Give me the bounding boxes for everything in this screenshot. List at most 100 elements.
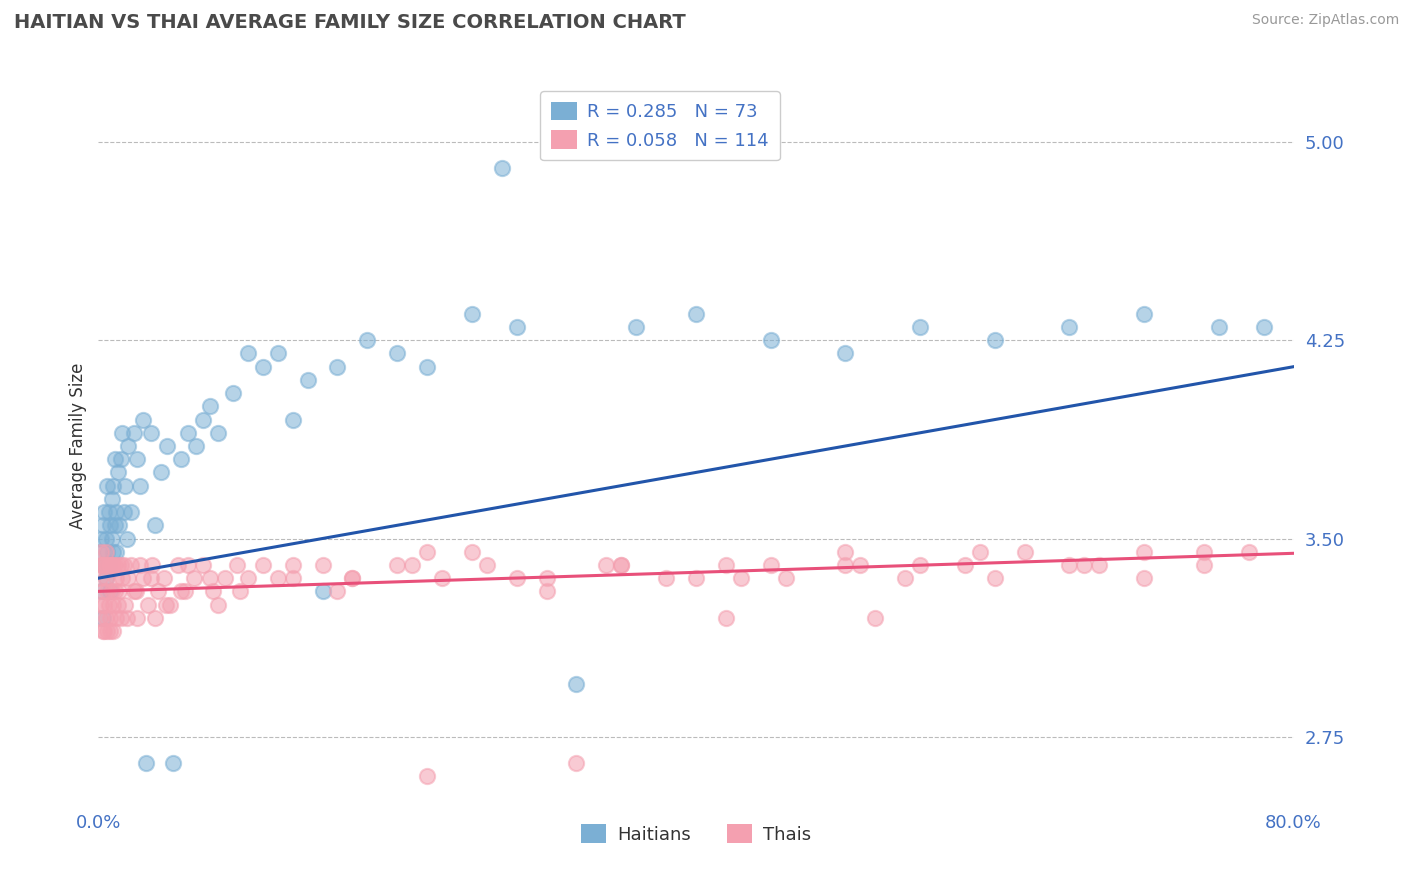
Point xyxy=(107,466,129,480)
Point xyxy=(461,545,484,559)
Point xyxy=(184,439,207,453)
Point xyxy=(148,584,170,599)
Point xyxy=(104,452,127,467)
Point xyxy=(91,518,114,533)
Point xyxy=(93,598,115,612)
Point xyxy=(1088,558,1111,572)
Point xyxy=(416,769,439,783)
Point xyxy=(1133,545,1156,559)
Point xyxy=(506,571,529,585)
Point xyxy=(111,425,134,440)
Point xyxy=(143,611,166,625)
Point xyxy=(105,611,128,625)
Point xyxy=(90,598,112,612)
Point xyxy=(97,598,120,612)
Point xyxy=(984,333,1007,347)
Point xyxy=(252,359,274,374)
Point xyxy=(90,584,112,599)
Point xyxy=(120,505,142,519)
Point xyxy=(105,571,128,585)
Point xyxy=(162,756,184,771)
Point xyxy=(177,558,200,572)
Point xyxy=(132,412,155,426)
Point xyxy=(105,545,128,559)
Point xyxy=(342,571,364,585)
Point xyxy=(139,425,162,440)
Point xyxy=(506,320,529,334)
Point xyxy=(110,452,132,467)
Point xyxy=(775,571,797,585)
Point xyxy=(94,611,117,625)
Point xyxy=(94,571,117,585)
Point xyxy=(174,584,197,599)
Point xyxy=(120,558,142,572)
Point xyxy=(96,624,118,638)
Point xyxy=(430,571,453,585)
Point xyxy=(139,571,162,585)
Point xyxy=(90,532,112,546)
Point xyxy=(155,598,177,612)
Point xyxy=(96,545,118,559)
Legend: Haitians, Thais: Haitians, Thais xyxy=(574,817,818,851)
Point xyxy=(222,386,245,401)
Point xyxy=(953,558,976,572)
Point xyxy=(714,611,737,625)
Point xyxy=(115,532,138,546)
Point xyxy=(281,571,304,585)
Point xyxy=(200,571,222,585)
Point xyxy=(759,333,782,347)
Point xyxy=(125,584,148,599)
Point xyxy=(90,558,112,572)
Point xyxy=(475,558,498,572)
Point xyxy=(101,491,124,506)
Point xyxy=(685,571,707,585)
Point xyxy=(1059,320,1081,334)
Point xyxy=(610,558,633,572)
Point xyxy=(207,425,229,440)
Point xyxy=(93,624,115,638)
Point xyxy=(565,677,588,691)
Point xyxy=(93,558,115,572)
Point xyxy=(104,584,127,599)
Point xyxy=(281,412,304,426)
Point xyxy=(166,558,188,572)
Point xyxy=(834,558,856,572)
Point xyxy=(91,611,114,625)
Point xyxy=(281,558,304,572)
Point xyxy=(129,558,152,572)
Point xyxy=(110,611,132,625)
Point xyxy=(169,584,191,599)
Point xyxy=(356,333,378,347)
Point xyxy=(183,571,205,585)
Point xyxy=(127,452,149,467)
Point xyxy=(311,584,333,599)
Point xyxy=(1192,545,1215,559)
Point xyxy=(401,558,423,572)
Point xyxy=(115,611,138,625)
Point xyxy=(117,439,139,453)
Point xyxy=(267,571,290,585)
Point xyxy=(114,598,136,612)
Point xyxy=(101,584,124,599)
Point xyxy=(108,518,131,533)
Point xyxy=(908,320,931,334)
Point xyxy=(177,425,200,440)
Point xyxy=(150,466,173,480)
Point xyxy=(1192,558,1215,572)
Point xyxy=(93,505,115,519)
Point xyxy=(207,598,229,612)
Point xyxy=(236,346,259,360)
Point xyxy=(110,558,132,572)
Point xyxy=(385,346,409,360)
Point xyxy=(1133,571,1156,585)
Point xyxy=(908,558,931,572)
Point xyxy=(124,584,146,599)
Point xyxy=(202,584,225,599)
Point xyxy=(117,571,139,585)
Point xyxy=(156,439,179,453)
Point xyxy=(103,598,125,612)
Point xyxy=(326,584,349,599)
Point xyxy=(342,571,364,585)
Point xyxy=(200,400,222,414)
Point xyxy=(98,558,122,572)
